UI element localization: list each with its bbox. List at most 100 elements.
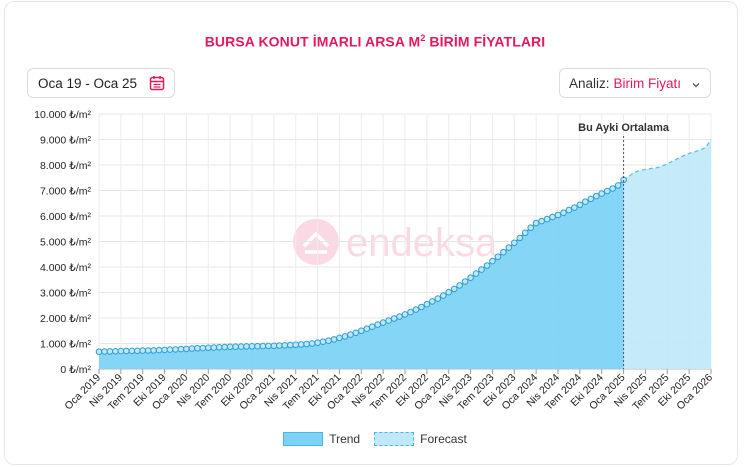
trend-point	[123, 347, 130, 355]
trend-point	[166, 346, 174, 353]
analysis-label: Analiz:	[569, 75, 610, 91]
trend-point	[303, 340, 310, 348]
chevron-down-icon	[691, 78, 701, 93]
trend-point	[336, 334, 343, 342]
y-tick-label: 10.000 ₺/m²	[34, 109, 91, 121]
trend-point	[587, 195, 595, 203]
trend-point	[527, 224, 535, 231]
trend-point	[598, 190, 606, 197]
trend-point	[423, 300, 431, 308]
analysis-dropdown[interactable]: Analiz: Birim Fiyatı	[559, 68, 711, 98]
trend-point	[565, 206, 573, 214]
y-tick-label: 9.000 ₺/m²	[40, 135, 92, 147]
trend-point	[571, 204, 578, 211]
trend-point	[112, 348, 119, 355]
trend-point	[232, 343, 239, 351]
trend-point	[614, 182, 622, 189]
trend-point	[150, 347, 157, 354]
trend-point	[237, 343, 245, 350]
trend-point	[603, 187, 611, 195]
trend-point	[483, 262, 491, 269]
trend-point	[532, 219, 540, 227]
y-tick-label: 2.000 ₺/m²	[40, 313, 92, 325]
trend-point	[248, 343, 256, 350]
trend-point	[183, 345, 190, 353]
trend-point	[429, 298, 436, 305]
trend-point	[221, 343, 228, 351]
trend-point	[177, 345, 185, 353]
y-tick-label: 7.000 ₺/m²	[40, 186, 92, 198]
trend-point	[445, 288, 453, 296]
trend-point	[330, 336, 338, 343]
legend-swatch-forecast[interactable]	[374, 432, 415, 446]
trend-point	[511, 239, 518, 247]
trend-point	[434, 295, 442, 302]
trend-point	[281, 342, 289, 349]
trend-point	[172, 346, 179, 353]
legend-swatch-trend[interactable]	[283, 432, 324, 446]
y-tick-label: 3.000 ₺/m²	[40, 288, 92, 300]
trend-point	[287, 341, 294, 349]
trend-point	[95, 348, 103, 356]
analysis-value: Birim Fiyatı	[613, 75, 682, 91]
y-tick-label: 6.000 ₺/m²	[40, 211, 92, 223]
trend-point	[576, 201, 584, 209]
trend-point	[521, 229, 529, 237]
trend-point	[494, 253, 502, 261]
trend-point	[516, 234, 524, 242]
trend-point	[385, 317, 392, 324]
trend-point	[505, 244, 513, 251]
trend-point	[478, 266, 485, 273]
trend-point	[582, 198, 589, 205]
trend-point	[549, 213, 556, 221]
trend-point	[314, 339, 321, 347]
trend-point	[450, 285, 458, 293]
trend-point	[297, 341, 305, 348]
trend-point	[554, 211, 562, 219]
y-tick-label: 1.000 ₺/m²	[40, 339, 92, 351]
trend-point	[128, 347, 136, 355]
trend-point	[194, 345, 201, 352]
trend-point	[265, 342, 272, 350]
trend-point	[270, 342, 278, 350]
trend-point	[205, 344, 212, 352]
trend-point	[341, 333, 349, 340]
y-tick-label: 0 ₺/m²	[60, 364, 91, 376]
legend-label-trend: Trend	[329, 432, 361, 446]
trend-point	[226, 343, 234, 351]
trend-point	[308, 340, 316, 347]
trend-point	[407, 308, 414, 316]
trend-point	[456, 282, 463, 289]
trend-point	[144, 347, 152, 354]
date-range-label: Oca 19 - Oca 25	[38, 75, 138, 91]
trend-point	[243, 343, 250, 350]
trend-area	[99, 179, 624, 369]
trend-point	[347, 331, 354, 338]
y-tick-label: 8.000 ₺/m²	[40, 160, 92, 172]
trend-point	[325, 337, 332, 345]
trend-point	[368, 323, 376, 331]
y-tick-label: 5.000 ₺/m²	[40, 237, 92, 249]
trend-point	[134, 347, 141, 355]
trend-point	[363, 325, 371, 333]
trend-point	[259, 342, 267, 350]
trend-point	[374, 321, 382, 328]
trend-point	[538, 217, 545, 225]
trend-point	[472, 270, 480, 277]
trend-point	[467, 274, 474, 282]
trend-point	[500, 248, 507, 256]
forecast-area	[623, 139, 711, 369]
trend-point	[358, 327, 365, 335]
trend-point	[155, 346, 163, 354]
trend-point	[609, 185, 616, 192]
trend-point	[390, 315, 398, 322]
trend-point	[401, 311, 409, 318]
trend-point	[139, 347, 146, 354]
trend-point	[396, 313, 403, 320]
forecast-line	[623, 139, 712, 181]
date-range-button[interactable]: Oca 19 - Oca 25	[27, 68, 175, 98]
trend-point	[276, 342, 283, 349]
trend-point	[199, 344, 207, 352]
chart-title: BURSA KONUT İMARLI ARSA M2 BİRİM FİYATLA…	[204, 33, 546, 50]
